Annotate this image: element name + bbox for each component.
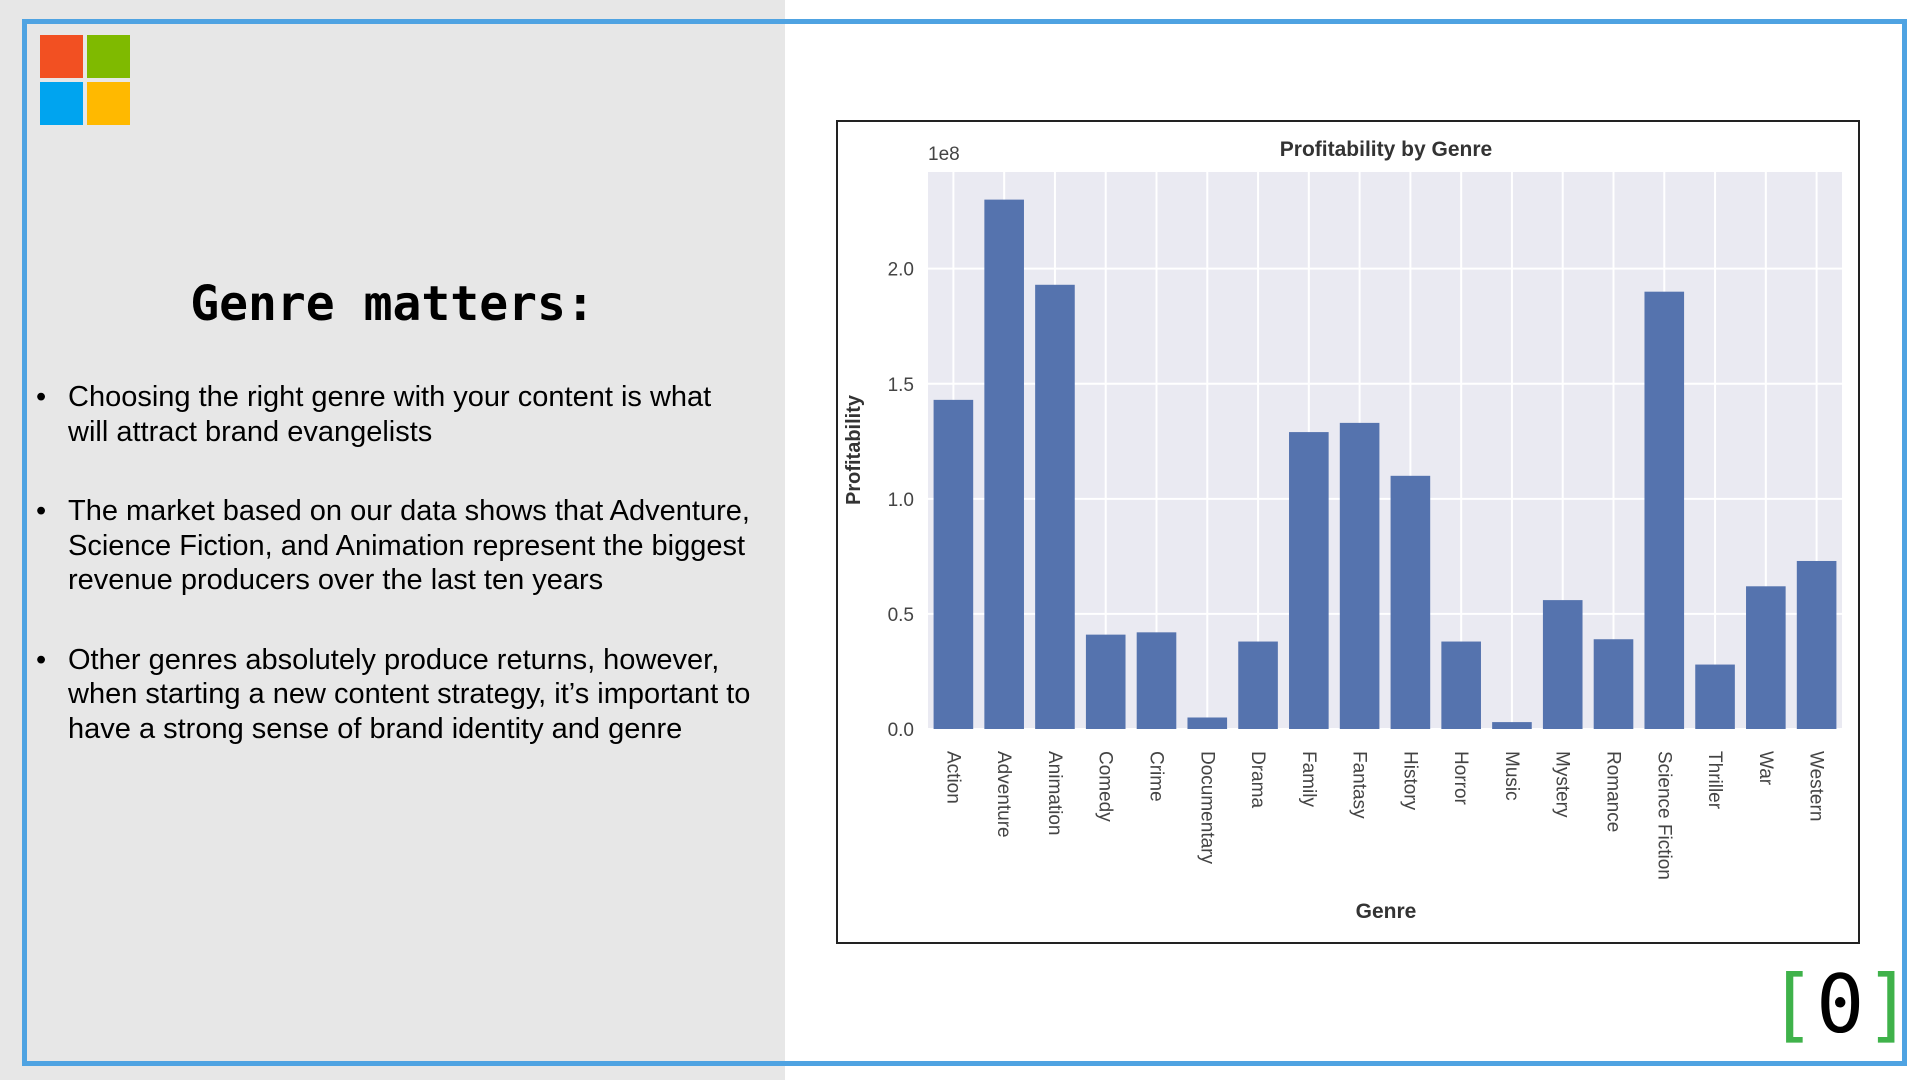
bullet-item: The market based on our data shows that … [36, 494, 756, 598]
bar-chart: 0.0 0.5 1.0 1.5 2.0 Action Adventure Animation… [843, 138, 1842, 923]
y-axis-label: Profitability [843, 394, 865, 505]
x-tick-label: Mystery [1552, 751, 1573, 818]
y-ticks: 0.0 0.5 1.0 1.5 2.0 [888, 260, 914, 741]
bar-science-fiction [1644, 291, 1685, 729]
x-tick-label: Crime [1146, 751, 1167, 802]
y-tick-label: 2.0 [888, 260, 914, 281]
bar-thriller [1695, 664, 1735, 729]
bar-western [1796, 560, 1837, 729]
bar-comedy [1085, 634, 1126, 729]
bar-animation [1035, 284, 1075, 729]
y-scale-label: 1e8 [928, 144, 960, 165]
bar-fantasy [1339, 422, 1380, 729]
x-tick-label: Documentary [1196, 751, 1217, 864]
x-ticks: Action Adventure Animation Comedy Crime Docum… [942, 751, 1826, 880]
bar-romance [1593, 639, 1634, 729]
x-tick-label: Music [1501, 751, 1522, 801]
x-tick-label: Action [942, 751, 963, 804]
bar-mystery [1542, 600, 1583, 729]
bullet-list: Choosing the right genre with your conte… [36, 380, 756, 791]
plot-area [928, 172, 1842, 729]
x-tick-label: Western [1806, 751, 1827, 821]
logo-square-yellow [87, 82, 130, 125]
slide-heading: Genre matters: [190, 276, 595, 332]
x-tick-label: Fantasy [1349, 751, 1370, 819]
x-tick-label: War [1755, 751, 1776, 786]
y-tick-label: 0.0 [888, 720, 914, 741]
x-tick-label: Romance [1603, 751, 1624, 832]
x-tick-label: Drama [1247, 751, 1268, 808]
x-tick-label: Animation [1044, 751, 1065, 836]
y-tick-label: 0.5 [888, 605, 914, 626]
bullet-item: Choosing the right genre with your conte… [36, 380, 756, 449]
bar-crime [1136, 632, 1177, 729]
x-tick-label: Comedy [1095, 751, 1116, 822]
badge-open-bracket: [ [1768, 958, 1817, 1051]
bar-action [933, 399, 974, 729]
x-tick-label: Family [1298, 751, 1319, 807]
bar-war [1746, 586, 1786, 729]
y-tick-label: 1.5 [888, 375, 914, 396]
bar-horror [1441, 641, 1481, 729]
logo-square-blue [40, 82, 83, 125]
bar-history [1390, 475, 1431, 729]
x-tick-label: Adventure [993, 751, 1014, 838]
logo-square-green [87, 35, 130, 78]
bar-drama [1238, 641, 1278, 729]
bar-family [1289, 432, 1329, 729]
x-tick-label: Horror [1450, 751, 1471, 806]
logo-square-red [40, 35, 83, 78]
x-axis-label: Genre [1356, 900, 1417, 923]
badge-number: 0 [1816, 958, 1865, 1051]
x-tick-label: Thriller [1704, 751, 1725, 810]
x-tick-label: Science Fiction [1653, 751, 1674, 880]
bars [933, 199, 1837, 729]
chart-container: 0.0 0.5 1.0 1.5 2.0 Action Adventure Animation… [836, 120, 1860, 944]
bar-documentary [1187, 717, 1228, 729]
x-tick-label: History [1399, 751, 1420, 811]
bar-music [1492, 722, 1532, 729]
bar-adventure [984, 199, 1024, 729]
bullet-item: Other genres absolutely produce returns,… [36, 643, 756, 747]
y-tick-label: 1.0 [888, 490, 914, 511]
microsoft-logo-icon [40, 35, 130, 125]
chart-title: Profitability by Genre [1280, 138, 1492, 161]
slide-frame [22, 19, 1907, 1066]
